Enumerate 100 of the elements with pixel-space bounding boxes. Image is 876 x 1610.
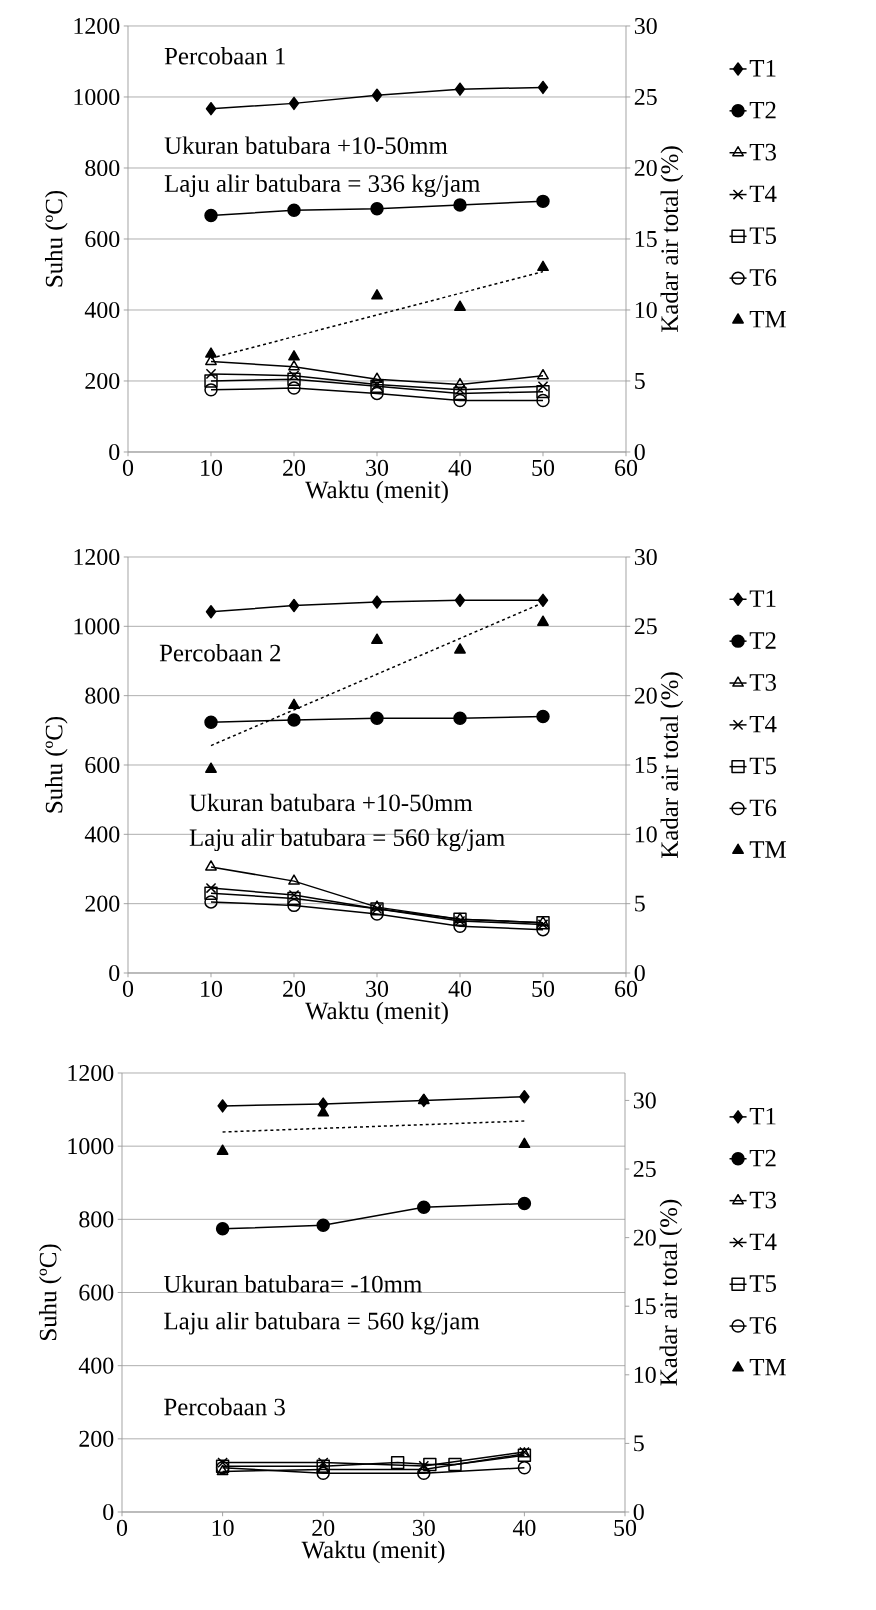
x-tick-label: 10 bbox=[212, 1519, 234, 1536]
y-tick-label: 400 bbox=[84, 826, 120, 843]
legend-label: TM bbox=[749, 311, 786, 328]
legend-label: T1 bbox=[749, 60, 776, 77]
y-tick-label: 400 bbox=[84, 301, 120, 319]
legend-label: T2 bbox=[749, 632, 776, 649]
y-tick-label: 600 bbox=[85, 756, 120, 774]
y2-tick-label: 25 bbox=[634, 618, 657, 635]
x-axis-title: Waktu (menit) bbox=[305, 480, 448, 504]
legend-label: T6 bbox=[749, 799, 777, 817]
y-tick-label: 1000 bbox=[74, 618, 120, 635]
x-tick-label: 30 bbox=[366, 980, 389, 997]
legend-label: T3 bbox=[749, 1191, 776, 1209]
y-axis-title: Suhu (ºC) bbox=[38, 1244, 62, 1341]
x-axis-title: Waktu (menit) bbox=[301, 1540, 445, 1564]
annotation: Laju alir batubara = 560 kg/jam bbox=[164, 1311, 480, 1335]
x-tick-label: 20 bbox=[283, 459, 306, 476]
x-tick-label: 50 bbox=[532, 980, 555, 997]
y2-axis-title: Kadar air total (%) bbox=[660, 146, 684, 332]
y-tick-label: 0 bbox=[103, 1503, 114, 1521]
y2-tick-label: 0 bbox=[634, 964, 645, 982]
y-tick-label: 400 bbox=[78, 1357, 114, 1374]
y-tick-label: 600 bbox=[79, 1284, 114, 1301]
y2-tick-label: 15 bbox=[634, 1298, 656, 1315]
annotation: Ukuran batubara +10-50mm bbox=[164, 136, 448, 155]
x-tick-label: 40 bbox=[512, 1519, 536, 1536]
y-tick-label: 600 bbox=[85, 230, 120, 248]
y-tick-label: 1200 bbox=[74, 17, 120, 35]
legend-label: T4 bbox=[749, 185, 777, 203]
y-tick-label: 800 bbox=[85, 159, 120, 177]
y2-axis-title: Kadar air total (%) bbox=[659, 1199, 683, 1386]
y2-tick-label: 25 bbox=[634, 88, 657, 106]
legend-label: T5 bbox=[749, 227, 776, 244]
y2-tick-label: 20 bbox=[633, 1229, 656, 1246]
x-tick-label: 60 bbox=[615, 980, 638, 997]
legend-label: T6 bbox=[749, 1317, 777, 1334]
y2-tick-label: 10 bbox=[635, 301, 657, 319]
y2-tick-label: 15 bbox=[635, 230, 657, 247]
x-tick-label: 50 bbox=[532, 459, 555, 476]
x-tick-label: 50 bbox=[614, 1519, 637, 1536]
legend-label: T1 bbox=[749, 1107, 776, 1125]
x-tick-label: 60 bbox=[615, 459, 638, 476]
legend-label: T2 bbox=[749, 101, 776, 119]
annotation: Ukuran batubara +10-50mm bbox=[189, 793, 473, 812]
legend-label: T3 bbox=[749, 143, 776, 161]
y2-tick-label: 10 bbox=[635, 826, 657, 843]
annotation: Percobaan 2 bbox=[159, 643, 281, 662]
x-tick-label: 0 bbox=[122, 980, 134, 997]
y-tick-label: 0 bbox=[109, 964, 120, 982]
y2-tick-label: 30 bbox=[634, 17, 657, 35]
legend-label: T5 bbox=[749, 757, 776, 775]
annotation: Laju alir batubara = 336 kg/jam bbox=[164, 174, 480, 198]
x-tick-label: 30 bbox=[412, 1519, 435, 1536]
y-tick-label: 200 bbox=[79, 1430, 114, 1447]
legend-label: T4 bbox=[749, 1233, 777, 1250]
y-tick-label: 1200 bbox=[74, 548, 120, 566]
y-tick-label: 200 bbox=[85, 895, 120, 912]
y2-tick-label: 0 bbox=[633, 1503, 644, 1521]
y-tick-label: 1200 bbox=[68, 1064, 114, 1082]
x-axis-title: Waktu (menit) bbox=[305, 1001, 448, 1025]
legend-label: T2 bbox=[749, 1149, 776, 1167]
y-tick-label: 1000 bbox=[74, 88, 120, 106]
y-tick-label: 800 bbox=[79, 1211, 114, 1228]
legend-label: T5 bbox=[749, 1275, 776, 1292]
legend-label: T6 bbox=[749, 269, 777, 286]
y2-tick-label: 5 bbox=[634, 1435, 644, 1452]
y2-axis-title: Kadar air total (%) bbox=[660, 672, 684, 858]
legend-label: TM bbox=[749, 1358, 786, 1376]
y2-tick-label: 10 bbox=[634, 1366, 656, 1383]
x-tick-label: 20 bbox=[283, 980, 306, 997]
annotation: Percobaan 1 bbox=[164, 47, 285, 65]
legend-label: T3 bbox=[749, 674, 776, 691]
y-tick-label: 0 bbox=[109, 443, 120, 461]
annotation: Percobaan 3 bbox=[164, 1397, 285, 1416]
x-tick-label: 30 bbox=[366, 459, 389, 476]
x-tick-label: 0 bbox=[122, 459, 134, 476]
y-axis-title: Suhu (ºC) bbox=[44, 190, 68, 287]
x-tick-label: 20 bbox=[312, 1519, 335, 1536]
y2-tick-label: 20 bbox=[634, 687, 657, 704]
legend-label: T1 bbox=[749, 590, 776, 607]
y2-tick-label: 25 bbox=[633, 1161, 656, 1178]
x-tick-label: 40 bbox=[448, 459, 472, 476]
y2-tick-label: 15 bbox=[635, 756, 657, 773]
x-tick-label: 10 bbox=[201, 459, 223, 476]
y-tick-label: 800 bbox=[85, 687, 120, 704]
y2-tick-label: 0 bbox=[634, 443, 645, 461]
annotation: Laju alir batubara = 560 kg/jam bbox=[189, 828, 505, 852]
x-tick-label: 40 bbox=[448, 980, 472, 997]
y2-tick-label: 5 bbox=[635, 895, 645, 912]
y-tick-label: 1000 bbox=[68, 1138, 114, 1155]
y2-tick-label: 5 bbox=[635, 373, 645, 389]
legend-label: TM bbox=[749, 841, 786, 858]
legend-label: T4 bbox=[749, 715, 777, 733]
y2-tick-label: 30 bbox=[633, 1092, 656, 1109]
y2-tick-label: 20 bbox=[634, 159, 657, 177]
y2-tick-label: 30 bbox=[634, 548, 657, 566]
y-axis-title: Suhu (ºC) bbox=[44, 716, 68, 813]
annotation: Ukuran batubara= -10mm bbox=[163, 1274, 422, 1293]
x-tick-label: 10 bbox=[201, 980, 223, 997]
y-tick-label: 200 bbox=[85, 372, 120, 390]
